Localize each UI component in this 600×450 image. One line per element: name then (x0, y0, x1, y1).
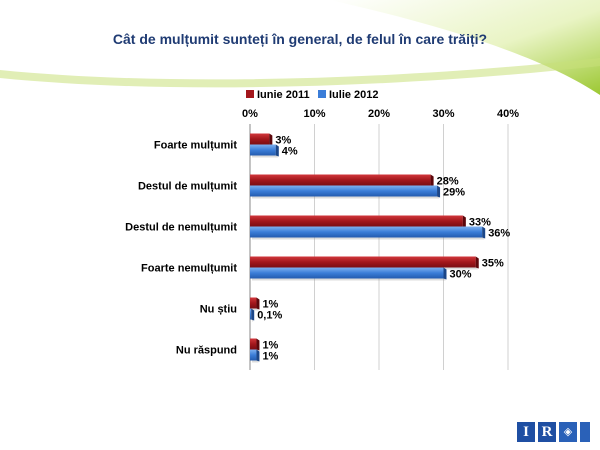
bar-2011 (250, 256, 476, 268)
category-label: Destul de nemulțumit (125, 222, 237, 234)
x-tick-label: 0% (242, 108, 258, 120)
data-label: 1% (262, 340, 278, 352)
data-label: 4% (282, 146, 298, 158)
bar-2012 (250, 226, 483, 238)
chart-title: Cât de mulțumit sunteți în general, de f… (113, 31, 487, 47)
bar-end-cap (256, 297, 260, 310)
bar-end-cap (462, 215, 466, 228)
data-label: 29% (443, 187, 465, 199)
x-tick-label: 20% (368, 108, 390, 120)
bar-2012 (250, 308, 252, 320)
bar-end-cap (443, 267, 447, 280)
bar-2011 (250, 133, 270, 145)
bar-2011 (250, 174, 431, 186)
bar-2012 (250, 267, 444, 279)
logo-mark-small-icon (580, 422, 590, 442)
data-label: 30% (450, 269, 472, 281)
data-label: 35% (482, 258, 504, 270)
bar-end-cap (437, 185, 441, 198)
data-label: 0,1% (257, 310, 282, 322)
legend: Iunie 2011 Iulie 2012 (246, 89, 379, 101)
data-label: 36% (488, 228, 510, 240)
category-label: Destul de mulțumit (138, 181, 237, 193)
bar-end-cap (269, 133, 273, 146)
bar-2012 (250, 144, 276, 156)
x-tick-label: 40% (497, 108, 519, 120)
legend-label-2011: Iunie 2011 (257, 89, 310, 101)
bar-2012 (250, 349, 257, 361)
bar-end-cap (482, 226, 486, 239)
legend-swatch-2011 (246, 90, 254, 98)
logo-mark-icon: ◈ (559, 422, 577, 442)
bar-end-cap (256, 349, 260, 362)
bar-2011 (250, 297, 257, 309)
data-label: 1% (262, 299, 278, 311)
x-tick-label: 30% (432, 108, 454, 120)
data-label: 33% (469, 217, 491, 229)
logo: I R ◈ (517, 422, 590, 442)
data-label: 3% (275, 135, 291, 147)
bar-2011 (250, 215, 463, 227)
logo-letter-r: R (538, 422, 556, 442)
legend-label-2012: Iulie 2012 (329, 89, 379, 101)
category-label: Foarte mulțumit (154, 140, 237, 152)
bar-end-cap (475, 256, 479, 269)
category-label: Nu răspund (176, 345, 237, 357)
data-label: 28% (437, 176, 459, 188)
x-tick-label: 10% (303, 108, 325, 120)
category-label: Foarte nemulțumit (141, 263, 237, 275)
bar-2012 (250, 185, 438, 197)
bar-end-cap (256, 338, 260, 351)
bar-end-cap (430, 174, 434, 187)
category-label: Nu știu (200, 304, 237, 316)
header-decoration (0, 0, 600, 95)
bar-end-cap (275, 144, 279, 157)
plot-area: 0% 10% 20% 30% 40% Foarte mulțumit 3%4% Destul … (125, 108, 519, 370)
logo-letter-i: I (517, 422, 535, 442)
legend-swatch-2012 (318, 90, 326, 98)
bar-2011 (250, 338, 257, 350)
data-label: 1% (262, 351, 278, 363)
bar-end-cap (251, 308, 255, 321)
